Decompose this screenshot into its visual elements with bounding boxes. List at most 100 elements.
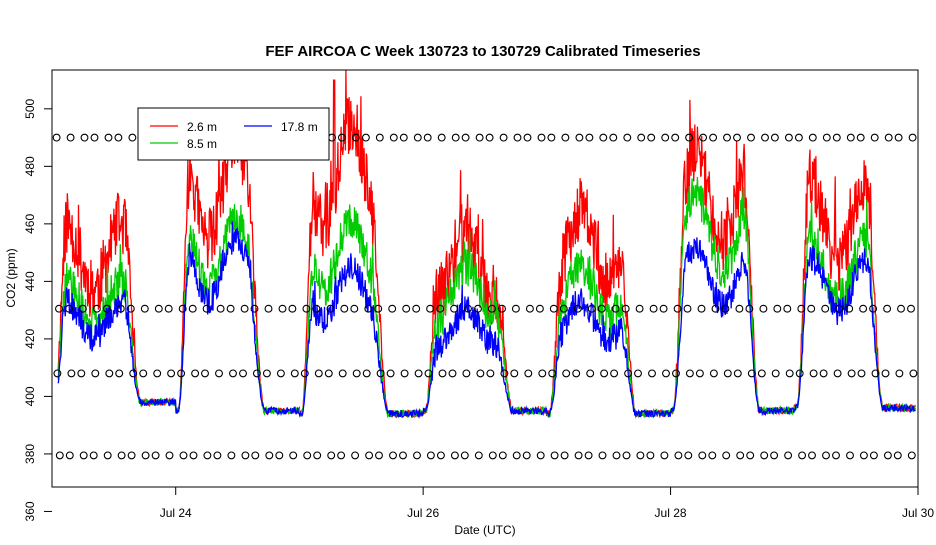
marker-standard-2-54: [721, 304, 730, 313]
marker-standard-4-64: [846, 451, 854, 460]
marker-standard-3-19: [290, 369, 299, 378]
marker-standard-3-9: [167, 369, 176, 378]
marker-standard-4-26: [375, 451, 383, 460]
marker-standard-4-4: [103, 451, 112, 460]
marker-standard-3-55: [733, 369, 742, 378]
marker-standard-2-2: [78, 304, 87, 313]
marker-standard-3-34: [476, 369, 485, 378]
marker-standard-2-63: [835, 304, 844, 313]
marker-standard-3-13: [215, 369, 223, 378]
y-tick-label-0: 360: [23, 501, 37, 521]
marker-standard-4-63: [832, 451, 840, 460]
marker-standard-2-27: [388, 304, 397, 313]
marker-standard-2-48: [649, 304, 658, 313]
x-axis-label: Date (UTC): [454, 523, 515, 537]
marker-standard-4-30: [426, 451, 435, 460]
marker-standard-4-0: [55, 451, 64, 460]
marker-standard-2-9: [164, 304, 173, 313]
marker-standard-2-1: [65, 304, 73, 313]
marker-standard-3-53: [709, 369, 718, 378]
marker-standard-4-17: [265, 451, 274, 460]
marker-standard-3-39: [538, 369, 547, 378]
marker-standard-1-38: [523, 133, 532, 142]
marker-standard-4-18: [275, 451, 284, 460]
marker-standard-4-11: [189, 451, 198, 460]
y-tick-label-4: 440: [23, 271, 37, 291]
marker-standard-1-67: [884, 133, 893, 142]
marker-standard-3-43: [586, 369, 595, 378]
marker-standard-1-44: [599, 133, 608, 142]
marker-standard-2-20: [302, 304, 311, 313]
marker-standard-3-24: [352, 369, 361, 378]
marker-standard-2-24: [350, 304, 359, 313]
y-tick-label-5: 460: [23, 214, 37, 234]
marker-standard-4-60: [798, 451, 807, 460]
marker-standard-3-17: [262, 369, 271, 378]
marker-standard-2-49: [659, 304, 668, 313]
marker-standard-2-58: [773, 304, 782, 313]
marker-standard-1-42: [575, 133, 584, 142]
marker-standard-3-16: [252, 369, 261, 378]
marker-standard-4-61: [808, 451, 816, 460]
x-tick-label-3: Jul 30: [902, 506, 934, 520]
marker-standard-2-33: [464, 304, 472, 313]
marker-standard-1-68: [894, 133, 903, 142]
marker-standard-4-53: [708, 451, 717, 460]
marker-standard-3-26: [376, 369, 385, 378]
marker-standard-3-15: [239, 369, 247, 378]
marker-standard-2-23: [340, 304, 349, 313]
marker-standard-1-45: [609, 133, 618, 142]
marker-standard-1-33: [461, 133, 470, 142]
marker-standard-3-14: [229, 369, 237, 378]
marker-standard-1-56: [747, 133, 755, 142]
marker-standard-3-18: [276, 369, 285, 378]
marker-standard-1-69: [908, 133, 917, 142]
marker-standard-4-39: [536, 451, 545, 460]
marker-standard-4-5: [117, 451, 126, 460]
marker-standard-2-66: [869, 304, 878, 313]
marker-standard-2-22: [326, 304, 335, 313]
marker-standard-2-67: [883, 304, 892, 313]
marker-standard-3-27: [386, 369, 395, 378]
marker-standard-1-2: [80, 133, 89, 142]
marker-standard-1-6: [128, 133, 137, 142]
marker-standard-4-36: [498, 451, 507, 460]
marker-standard-1-24: [351, 133, 360, 142]
marker-standard-3-68: [895, 369, 904, 378]
marker-standard-1-25: [361, 133, 370, 142]
marker-standard-3-54: [723, 369, 732, 378]
marker-standard-1-51: [685, 133, 694, 142]
marker-standard-4-31: [436, 451, 445, 460]
marker-standard-3-33: [462, 369, 471, 378]
marker-standard-2-38: [525, 304, 534, 313]
marker-standard-4-23: [337, 451, 346, 460]
marker-standard-4-21: [313, 451, 322, 460]
marker-standard-1-5: [114, 133, 123, 142]
marker-standard-1-64: [846, 133, 855, 142]
marker-standard-2-37: [511, 304, 520, 313]
marker-standard-4-52: [698, 451, 707, 460]
marker-standard-2-59: [783, 304, 792, 313]
marker-standard-2-5: [116, 304, 125, 313]
marker-standard-4-45: [612, 451, 621, 460]
marker-standard-2-51: [683, 304, 692, 313]
marker-standard-1-52: [699, 133, 708, 142]
marker-standard-4-55: [736, 451, 745, 460]
marker-standard-3-62: [819, 369, 828, 378]
marker-standard-2-42: [573, 304, 582, 313]
series-17-8m: [57, 221, 916, 419]
marker-standard-1-43: [585, 133, 594, 142]
marker-standard-1-28: [399, 133, 408, 142]
y-tick-label-1: 380: [23, 444, 37, 464]
marker-standard-2-12: [202, 304, 211, 313]
marker-standard-2-8: [154, 304, 163, 313]
marker-standard-1-39: [537, 133, 546, 142]
marker-standard-3-7: [139, 369, 148, 378]
marker-standard-2-30: [426, 304, 435, 313]
marker-standard-3-65: [857, 369, 866, 378]
x-tick-label-1: Jul 26: [407, 506, 439, 520]
marker-standard-3-67: [881, 369, 890, 378]
marker-standard-1-61: [808, 133, 817, 142]
marker-standard-4-33: [460, 451, 469, 460]
marker-standard-3-2: [77, 369, 86, 378]
